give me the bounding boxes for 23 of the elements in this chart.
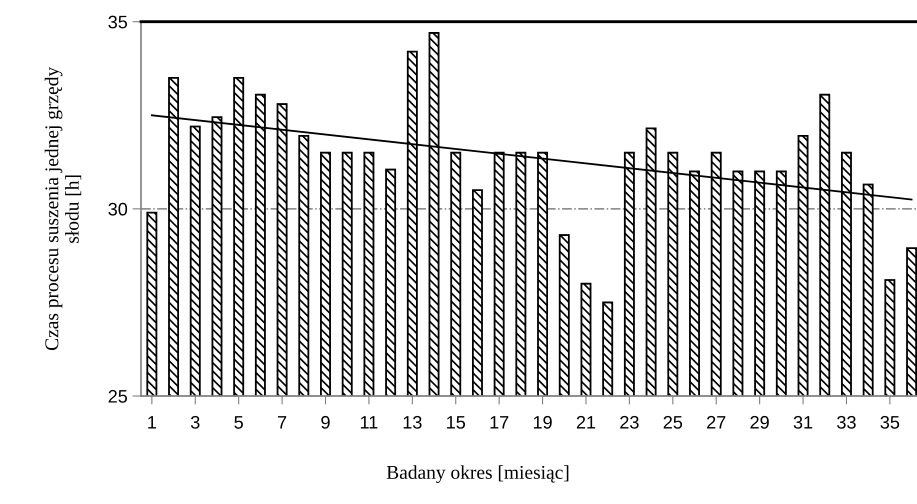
x-tick-label: 35 [880,416,900,429]
x-tick-label: 21 [576,416,596,429]
x-axis-title: Badany okres [miesiąc] [386,465,568,483]
x-tick-label: 13 [404,416,422,429]
x-tick-label: 15 [447,416,466,429]
x-tick-label: 27 [707,416,726,429]
x-tick-label: 23 [620,416,639,429]
x-tick-label: 5 [234,416,243,429]
x-tick-label: 7 [278,416,286,429]
x-tick-label: 3 [190,416,200,429]
x-tick-label: 33 [837,416,856,429]
x-tick-label: 19 [534,416,552,429]
x-tick-label: 17 [490,416,508,429]
y-tick-label: 25 [108,390,128,403]
x-tick-label: 11 [360,416,378,429]
y-tick-label: 30 [108,202,128,216]
x-tick-label: 9 [321,416,330,429]
x-tick-label: 1 [148,416,156,429]
x-tick-label: 29 [750,416,769,429]
x-tick-label: 31 [794,416,812,429]
y-tick-label: 35 [108,16,128,28]
y-axis-title: Czas procesu suszenia jednej grzędy słodu [h] [44,66,82,350]
x-tick-label: 25 [664,416,682,429]
